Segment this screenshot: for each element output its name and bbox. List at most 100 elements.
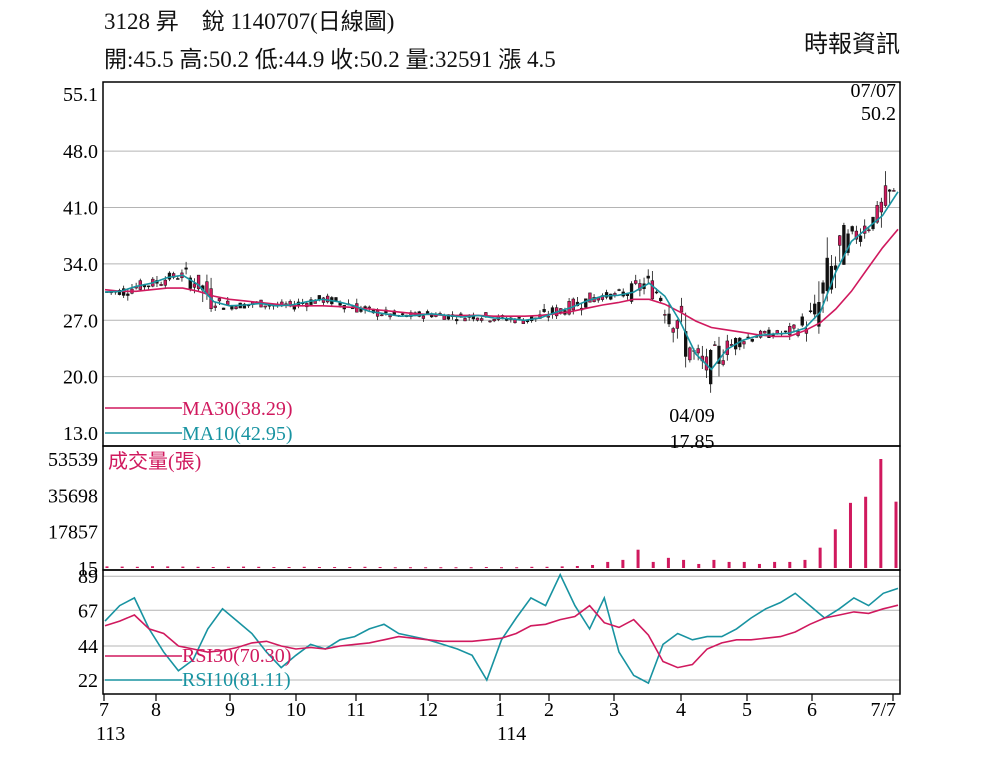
volume-bar [393, 567, 397, 569]
candle-body [609, 293, 613, 300]
x-tick-label: 11 [346, 699, 365, 721]
price-tick-label: 48.0 [63, 141, 98, 163]
candle-body [117, 289, 122, 295]
candle-body [679, 305, 684, 313]
candle-body [717, 345, 721, 364]
volume-bar [621, 559, 625, 568]
volume-bar [424, 567, 428, 569]
candle-body [542, 309, 546, 312]
candle-body [750, 338, 754, 342]
volume-bar [363, 566, 367, 568]
year-label-114: 114 [497, 723, 526, 745]
volume-bar [575, 565, 579, 568]
panel-frames [102, 81, 901, 695]
candle-body [184, 267, 188, 270]
candle-body [517, 317, 521, 319]
volume-bar [879, 459, 883, 568]
candle-body [521, 320, 525, 324]
rsi-tick-label: 67 [78, 600, 98, 622]
volume-bar [803, 559, 807, 568]
candle-body [159, 284, 163, 286]
candle-body [263, 305, 267, 308]
rsi10-line [104, 572, 899, 685]
volume-bar [606, 561, 610, 568]
volume-bar [788, 561, 792, 568]
candle-body [634, 280, 638, 284]
candle-body [425, 311, 430, 314]
volume-bar [257, 566, 261, 568]
candle-body [867, 229, 871, 232]
ma10-line [104, 191, 899, 371]
volume-bar [560, 566, 564, 568]
volume-bar [226, 566, 230, 568]
candle-body [838, 235, 842, 246]
candle-body [176, 278, 180, 280]
candle-body [879, 201, 883, 213]
rsi-panel-frame [102, 569, 901, 695]
volume-bar [833, 529, 837, 568]
volume-title: 成交量(張) [108, 450, 201, 473]
price-tick-label: 13.0 [63, 423, 98, 445]
x-tick-label: 4 [676, 699, 686, 721]
candle-body [788, 325, 792, 336]
candle-body [171, 273, 176, 278]
chart-title: 3128 昇 銳 1140707(日線圖) [104, 9, 395, 34]
volume-bar [181, 566, 185, 568]
volume-tick-label: 35698 [48, 485, 98, 507]
volume-bar [773, 561, 777, 568]
candle-body [588, 292, 592, 303]
candle-body [367, 306, 371, 309]
x-tick-label: 3 [609, 699, 619, 721]
candle-body [667, 313, 671, 325]
annotation-low-value: 17.85 [670, 431, 715, 453]
volume-bar [120, 566, 124, 568]
candle-body [675, 320, 680, 329]
candle-body [846, 233, 850, 253]
volume-bars [105, 459, 898, 569]
volume-bar [469, 567, 473, 569]
candle-body [325, 295, 330, 303]
legend-ma10: MA10(42.95) [182, 423, 293, 445]
candle-body [192, 283, 197, 288]
candle-body [783, 330, 788, 333]
volume-bar [211, 567, 215, 569]
price-tick-label: 34.0 [63, 254, 98, 276]
volume-bar [636, 549, 640, 568]
candle-body [821, 282, 825, 294]
volume-bar [651, 561, 655, 568]
volume-panel-frame [102, 445, 901, 571]
candle-body [126, 293, 130, 296]
volume-bar [484, 567, 488, 569]
candle-body [584, 298, 588, 308]
candle-body [792, 324, 796, 329]
volume-bar [545, 566, 549, 568]
candle-body [475, 317, 480, 321]
volume-bar [712, 559, 716, 568]
candle-body [334, 297, 338, 301]
candle-body [421, 315, 426, 319]
annotation-low-date: 04/09 [669, 405, 715, 427]
candle-body [234, 306, 238, 310]
volume-bar [742, 561, 746, 568]
volume-tick-label: 17857 [48, 522, 98, 544]
ohlc-summary: 開:45.5 高:50.2 低:44.9 收:50.2 量:32591 漲 4.… [104, 47, 556, 72]
candle-body [883, 185, 888, 206]
x-tick-label: 2 [544, 699, 554, 721]
rsi-tick-label: 44 [78, 636, 98, 658]
x-tick-label: 7 [99, 699, 109, 721]
candlesticks [105, 171, 896, 393]
candle-body [825, 257, 829, 292]
candle-body [463, 318, 467, 322]
annotation-high-date: 07/07 [850, 80, 896, 102]
candle-body [617, 289, 621, 291]
candle-body [850, 226, 854, 232]
x-tick-label: 7/7 [870, 699, 896, 721]
x-tick-label: 8 [151, 699, 161, 721]
x-tick-label: 12 [418, 699, 438, 721]
volume-bar [894, 501, 898, 568]
volume-bar [515, 567, 519, 569]
legend-rsi30: RSI30(70.30) [182, 645, 291, 667]
volume-bar [302, 566, 306, 568]
volume-bar [727, 561, 731, 568]
